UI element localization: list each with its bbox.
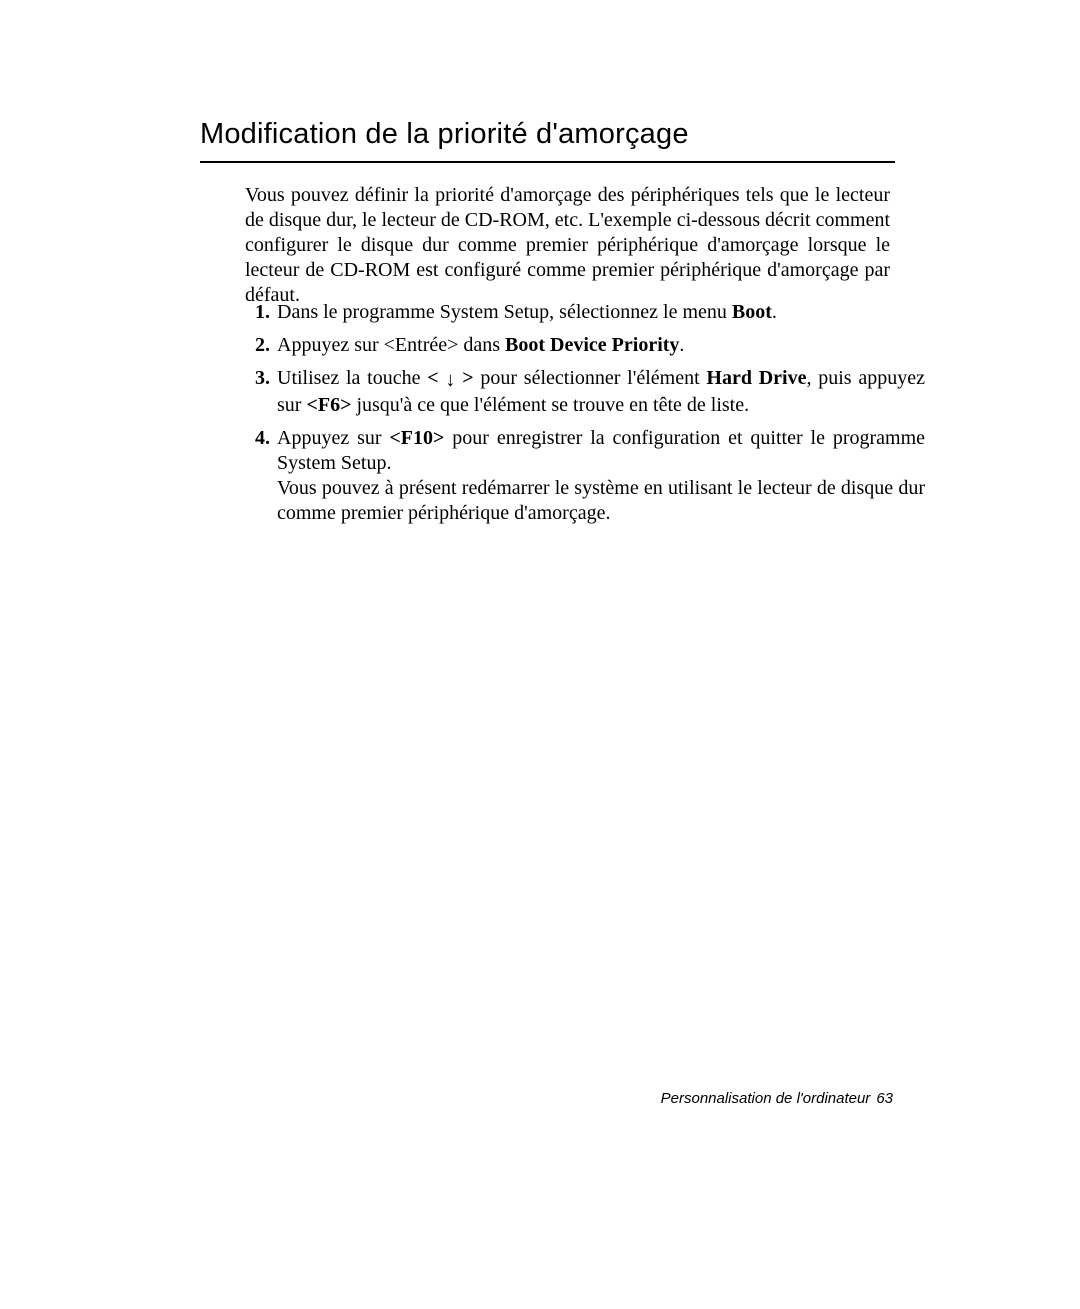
section-heading: Modification de la priorité d'amorçage [200,118,900,151]
step-2-text-c: . [679,334,684,356]
step-4-bold-f10: <F10> [389,427,444,449]
footer-label: Personnalisation de l'ordinateur [661,1090,871,1107]
step-1-text-c: . [772,301,777,323]
step-1-bold-boot: Boot [732,301,772,323]
heading-rule [200,161,895,163]
step-4-text-a: Appuyez sur [277,427,389,449]
step-3-bold-gt: > [462,367,473,389]
step-3: Utilisez la touche < ↓ > pour sélectionn… [275,366,925,418]
down-arrow-icon: ↓ [445,368,455,393]
document-page: Modification de la priorité d'amorçage V… [0,0,1080,1309]
step-2-text-a: Appuyez sur <Entrée> dans [277,334,505,356]
step-3-bold-f6: <F6> [306,394,351,416]
step-2-bold-priority: Boot Device Priority [505,334,679,356]
step-4: Appuyez sur <F10> pour enregistrer la co… [275,426,925,526]
step-3-bold-lt: < [427,367,438,389]
step-1: Dans le programme System Setup, sélectio… [275,300,925,325]
steps-list: Dans le programme System Setup, sélectio… [245,300,925,534]
intro-paragraph: Vous pouvez définir la priorité d'amorça… [245,183,890,308]
step-3-bold-harddrive: Hard Drive [706,367,806,389]
step-4-text-d: Vous pouvez à présent redémarrer le syst… [277,477,925,524]
page-footer: Personnalisation de l'ordinateur 63 [661,1090,893,1107]
footer-page-number: 63 [876,1090,893,1107]
step-3-text-h: jusqu'à ce que l'élément se trouve en tê… [351,394,749,416]
step-3-text-a: Utilisez la touche [277,367,427,389]
step-3-text-d: pour sélectionner l'élément [474,367,707,389]
step-2: Appuyez sur <Entrée> dans Boot Device Pr… [275,333,925,358]
step-1-text-a: Dans le programme System Setup, sélectio… [277,301,732,323]
